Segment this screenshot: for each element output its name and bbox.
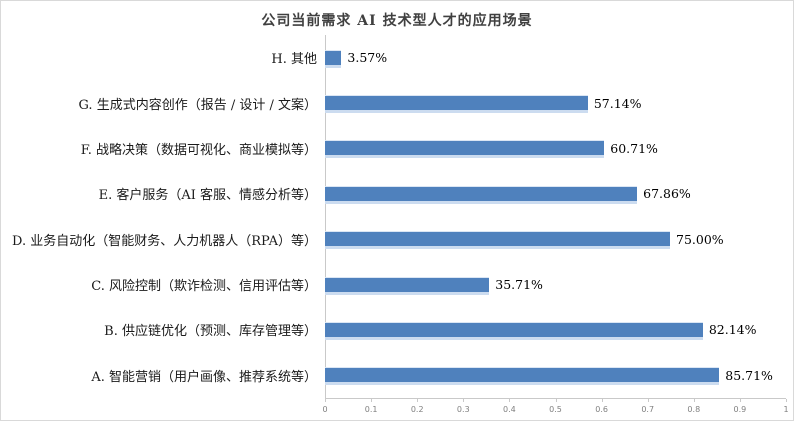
value-label: 60.71% [610,140,658,156]
x-tick-mark [509,399,511,402]
x-tick-label: 0.3 [456,405,470,414]
x-tick-label: 0.7 [641,405,655,414]
x-tick-mark [371,399,373,402]
bar-row: F. 战略决策（数据可视化、商业模拟等） 60.71% [1,126,793,171]
bar-row: B. 供应链优化（预测、库存管理等） 82.14% [1,307,793,352]
category-label: H. 其他 [271,52,317,68]
value-label: 3.57% [347,50,388,66]
chart-title: 公司当前需求 AI 技术型人才的应用场景 [261,13,533,29]
x-tick-mark [601,399,603,402]
bar-track: 82.14% [325,307,785,352]
x-tick-mark [786,399,787,402]
value-label: 82.14% [708,322,757,338]
x-tick-mark [463,399,465,402]
category-label: E. 客户服务（AI 客服、情感分析等） [98,188,317,204]
bar-track: 75.00% [325,217,785,262]
value-label: 85.71% [725,367,773,383]
x-tick-mark [417,399,419,402]
x-tick-mark [693,399,695,402]
value-label: 35.71% [495,277,543,293]
bar-chart: 公司当前需求 AI 技术型人才的应用场景 H. 其他 3.57% G. 生成式内… [0,0,794,421]
x-tick-label: 0.1 [364,405,378,414]
bar-row: H. 其他 3.57% [1,35,793,80]
y-axis-line [325,35,326,399]
bar [325,50,342,65]
x-tick-mark [555,399,557,402]
bar [325,277,490,292]
value-label: 75.00% [676,231,724,247]
bar-row: D. 业务自动化（智能财务、人力机器人（RPA）等） 75.00% [1,217,793,262]
bar-track: 3.57% [325,35,785,80]
category-label: C. 风险控制（欺诈检测、信用评估等） [91,279,317,295]
bar [325,186,638,201]
category-label: B. 供应链优化（预测、库存管理等） [104,324,317,340]
x-tick-mark [647,399,649,402]
bar-track: 67.86% [325,171,785,216]
x-tick-mark [739,399,741,402]
category-label: G. 生成式内容创作（报告 / 设计 / 文案） [78,97,317,113]
x-tick-label: 0.6 [595,405,608,414]
category-label: A. 智能营销（用户画像、推荐系统等） [91,369,317,385]
x-tick-label: 0.9 [733,405,747,414]
x-tick-label: 0 [322,405,328,414]
bar-track: 85.71% [325,353,785,398]
bar-track: 57.14% [325,80,785,125]
category-label: D. 业务自动化（智能财务、人力机器人（RPA）等） [12,233,317,249]
x-tick-label: 1 [783,405,789,414]
bar-row: A. 智能营销（用户画像、推荐系统等） 85.71% [1,353,793,398]
x-tick-label: 0.2 [410,405,424,414]
bar-row: G. 生成式内容创作（报告 / 设计 / 文案） 57.14% [1,80,793,125]
x-tick-mark [325,399,326,402]
bar-row: C. 风险控制（欺诈检测、信用评估等） 35.71% [1,262,793,307]
bar [325,141,605,156]
x-tick-label: 0.5 [549,405,562,414]
category-label: F. 战略决策（数据可视化、商业模拟等） [80,142,317,158]
value-label: 67.86% [643,186,691,202]
value-label: 57.14% [593,95,642,111]
x-tick-label: 0.8 [687,405,701,414]
bar [325,232,670,247]
bar [325,322,703,337]
bar-row: E. 客户服务（AI 客服、情感分析等） 67.86% [1,171,793,216]
bar [325,96,588,111]
bar-track: 60.71% [325,126,785,171]
bar-track: 35.71% [325,262,785,307]
bar [325,368,720,383]
x-tick-label: 0.4 [503,405,516,414]
x-axis-line: 0 0.1 0.2 0.3 0.4 0.5 0.6 0.7 0.8 0.9 1 [322,398,789,414]
plot-area: H. 其他 3.57% G. 生成式内容创作（报告 / 设计 / 文案） 57.… [1,35,793,398]
